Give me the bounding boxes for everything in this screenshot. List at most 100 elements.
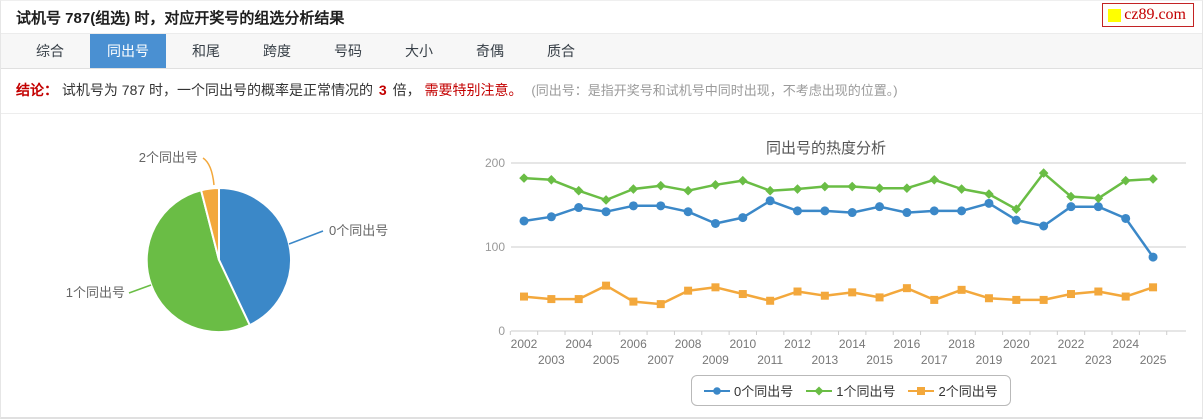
series-2-point — [629, 297, 638, 306]
conclusion-text-after: 倍， — [392, 82, 421, 98]
x-tick-label: 2025 — [1140, 353, 1167, 367]
x-tick-label: 2024 — [1112, 337, 1139, 351]
conclusion-row: 结论： 试机号为 787 时，一个同出号的概率是正常情况的 3 倍， 需要特别注… — [1, 69, 1202, 114]
series-2-point — [930, 295, 939, 304]
series-0-point — [546, 212, 556, 222]
series-0-point — [984, 198, 994, 208]
tab-prime-composite[interactable]: 质合 — [547, 43, 575, 59]
series-0-point — [574, 203, 584, 213]
tab-big-small[interactable]: 大小 — [405, 43, 433, 59]
pie-label-line-2 — [202, 157, 215, 186]
series-0-point — [656, 201, 666, 211]
conclusion-text-before: 试机号为 787 时，一个同出号的概率是正常情况的 — [61, 82, 374, 98]
x-tick-label: 2018 — [948, 337, 975, 351]
pie-label-line-1 — [128, 284, 152, 294]
series-1-point — [874, 183, 885, 193]
tab-odd-even[interactable]: 奇偶 — [476, 43, 504, 59]
series-1-point — [820, 181, 830, 192]
x-tick-label: 2015 — [866, 353, 893, 367]
series-2-point — [848, 288, 857, 297]
series-2-point — [602, 281, 611, 290]
y-tick-label: 0 — [498, 324, 505, 338]
x-tick-label: 2008 — [675, 337, 702, 351]
series-0-point — [1121, 213, 1131, 223]
pie-slice-1[interactable] — [145, 189, 252, 334]
series-line-1 — [523, 171, 1154, 211]
conclusion-multiplier: 3 — [378, 82, 387, 98]
tab-composite[interactable]: 综合 — [36, 43, 64, 59]
tab-span[interactable]: 跨度 — [263, 43, 291, 59]
legend-marker-square-icon — [908, 386, 935, 395]
x-tick-label: 2022 — [1058, 337, 1085, 351]
series-2-point — [656, 300, 665, 309]
series-1-point — [738, 175, 748, 186]
pie-label-1: 1个同出号 — [66, 285, 125, 300]
series-2-point — [1012, 295, 1021, 304]
series-2-point — [793, 287, 802, 296]
series-0-point — [710, 218, 720, 228]
series-1-point — [984, 189, 994, 199]
series-0-point — [820, 206, 830, 216]
x-tick-label: 2021 — [1030, 353, 1057, 367]
x-tick-label: 2017 — [921, 353, 948, 367]
legend-item-1[interactable]: 1个同出号 — [806, 381, 895, 400]
x-tick-label: 2010 — [729, 337, 756, 351]
pie-chart: 0个同出号 1个同出号 2个同出号 — [66, 150, 388, 334]
x-tick-label: 2005 — [593, 353, 620, 367]
series-2-point — [1067, 290, 1075, 299]
x-tick-label: 2002 — [511, 337, 538, 351]
series-2-point — [957, 285, 966, 294]
series-0-point — [628, 201, 638, 211]
pie-slice-2[interactable] — [199, 186, 220, 261]
series-2-point — [738, 290, 747, 299]
series-1-point — [601, 195, 611, 205]
y-tick-label: 100 — [485, 240, 505, 254]
series-2-point — [1039, 295, 1048, 304]
series-2-point — [574, 295, 583, 304]
series-0-point — [793, 206, 802, 216]
x-tick-label: 2014 — [839, 337, 866, 351]
series-0-point — [1148, 252, 1158, 262]
tab-sum-tail[interactable]: 和尾 — [192, 43, 220, 59]
series-1-point — [1148, 174, 1158, 184]
pie-label-2: 2个同出号 — [139, 150, 198, 165]
series-1-point — [1120, 175, 1131, 186]
series-2-point — [684, 286, 693, 295]
series-2-point — [1149, 283, 1158, 292]
series-2-point — [520, 292, 528, 301]
legend-label-2: 2个同出号 — [938, 384, 998, 399]
chart-legend: 0个同出号 1个同出号 2个同出号 — [691, 375, 1011, 406]
series-0-point — [1066, 202, 1076, 212]
legend-item-0[interactable]: 0个同出号 — [704, 381, 793, 400]
series-1-point — [956, 184, 967, 194]
series-0-point — [765, 196, 775, 206]
series-1-point — [546, 175, 557, 185]
charts-area: 0个同出号 1个同出号 2个同出号 同出号的热度分析 0 100 200 2002 2003… — [1, 114, 1202, 417]
series-0-point — [601, 207, 611, 217]
series-2-point — [1094, 287, 1103, 296]
series-1-point — [765, 185, 775, 196]
series-2-point — [766, 296, 775, 305]
series-0-point — [683, 207, 693, 217]
series-0-point — [875, 202, 885, 212]
x-tick-label: 2004 — [565, 337, 592, 351]
pie-label-0: 0个同出号 — [329, 223, 388, 238]
legend-item-2[interactable]: 2个同出号 — [908, 381, 998, 400]
x-tick-label: 2011 — [757, 353, 783, 367]
tab-same-number[interactable]: 同出号 — [90, 34, 166, 68]
conclusion-warning: 需要特别注意。 — [424, 82, 523, 98]
tab-bar: 综合 同出号 和尾 跨度 号码 大小 奇偶 质合 — [1, 33, 1202, 69]
page-title: 试机号 787(组选) 时，对应开奖号的组选分析结果 — [16, 9, 345, 27]
line-chart-title: 同出号的热度分析 — [765, 140, 886, 157]
line-chart: 0100200200220032004200520062007200820092… — [485, 156, 1186, 367]
series-0-point — [957, 206, 967, 216]
series-2-point — [547, 295, 556, 304]
series-0-point — [1093, 202, 1103, 212]
series-0-point — [738, 213, 748, 223]
site-logo[interactable]: cz89.com — [1102, 3, 1194, 27]
series-1-point — [683, 185, 693, 196]
series-2-point — [875, 293, 884, 302]
legend-marker-circle-icon — [704, 386, 730, 395]
tab-numbers[interactable]: 号码 — [334, 43, 362, 59]
x-tick-label: 2023 — [1085, 353, 1112, 367]
